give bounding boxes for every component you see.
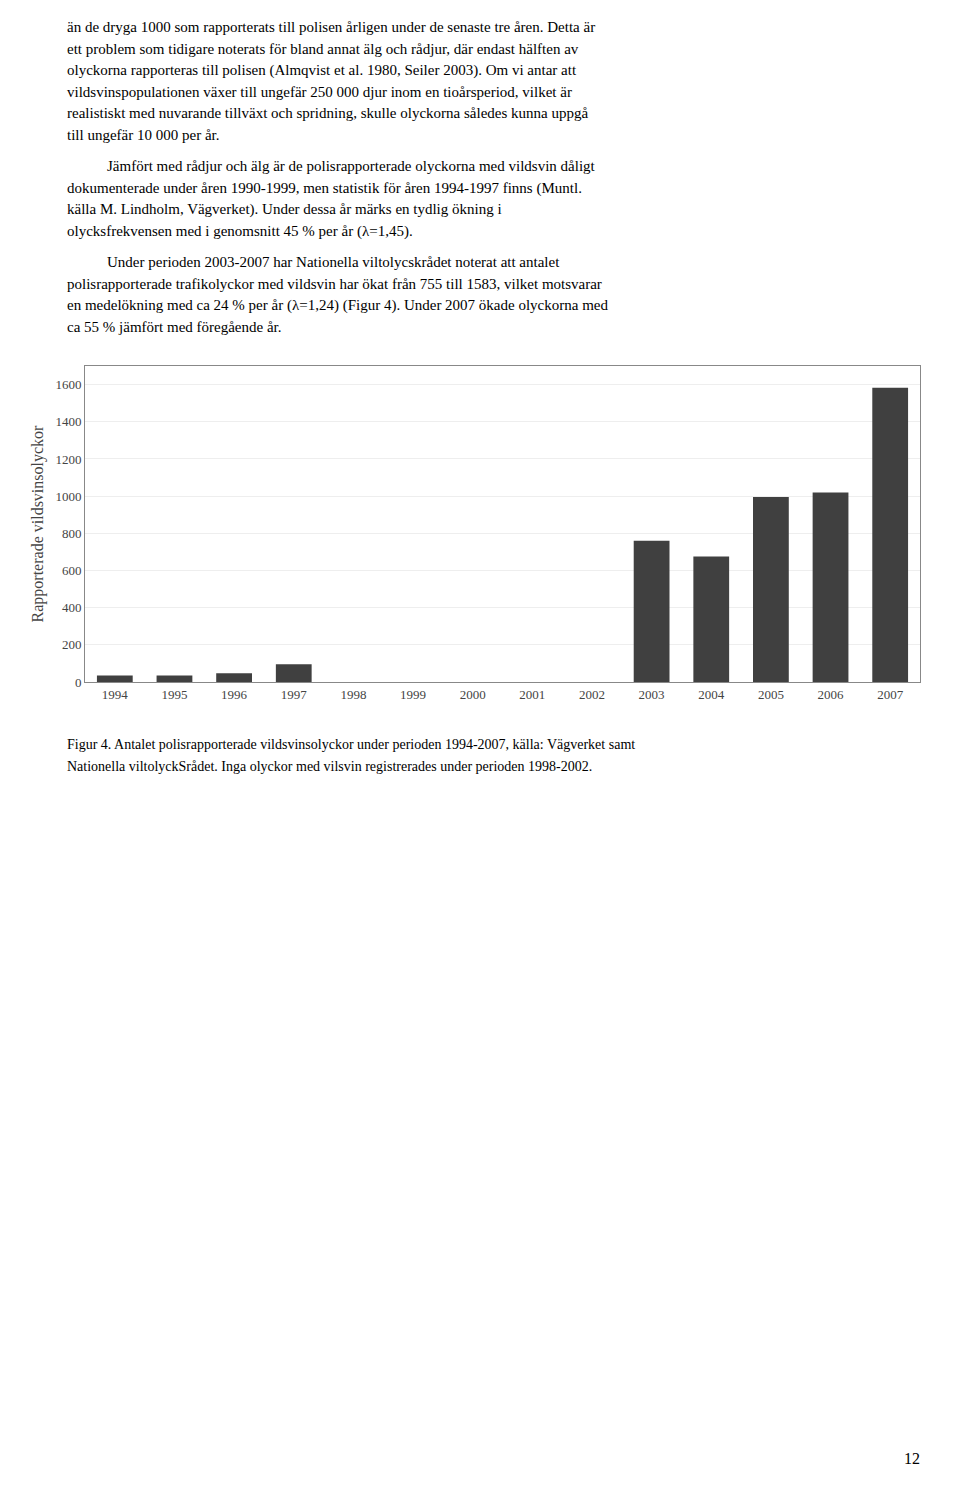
svg-text:800: 800 [62, 526, 82, 541]
svg-text:1000: 1000 [55, 489, 81, 504]
html-text:källa M. Lindholm, Vägverket).: källa M. Lindholm, Vägverket). Under des… [67, 201, 502, 217]
html-text:vildsvinspopulationen växer ti: vildsvinspopulationen växer till ungefär… [67, 83, 572, 100]
svg-text:1998: 1998 [340, 687, 366, 702]
svg-text:1999: 1999 [400, 687, 426, 702]
html-text:Under perioden 2003-2007 har N: Under perioden 2003-2007 har Nationella … [107, 254, 560, 270]
svg-text:600: 600 [62, 563, 82, 578]
svg-text:2002: 2002 [579, 687, 605, 702]
html-text:en medelökning med ca 24 % per: en medelökning med ca 24 % per år (λ=1,2… [67, 297, 608, 313]
svg-text:1200: 1200 [55, 451, 81, 466]
html-text:12: 12 [904, 1450, 920, 1467]
html-text:Figur 4. Antalet polisrapporte: Figur 4. Antalet polisrapporterade vilds… [67, 737, 636, 752]
svg-text:1995: 1995 [161, 687, 187, 702]
svg-text:400: 400 [62, 600, 82, 615]
svg-text:Rapporterade vildsvinsolyckor: Rapporterade vildsvinsolyckor [29, 425, 47, 623]
svg-text:200: 200 [62, 637, 82, 652]
html-text:ca 55 % jämfört med föregående: ca 55 % jämfört med föregående år. [67, 318, 282, 335]
svg-text:2004: 2004 [698, 687, 725, 702]
html-text:Nationella viltolyckSrådet. In: Nationella viltolyckSrådet. Inga olyckor… [67, 758, 593, 774]
svg-text:1997: 1997 [281, 687, 308, 702]
svg-text:2007: 2007 [877, 687, 904, 702]
html-text:Jämfört med rådjur och älg är: Jämfört med rådjur och älg är de polisra… [107, 158, 595, 174]
html-text:än de dryga 1000 som rapporter: än de dryga 1000 som rapporterats till p… [67, 19, 596, 35]
svg-text:0: 0 [75, 675, 82, 690]
svg-text:2000: 2000 [460, 687, 486, 702]
html-text:polisrapporterade trafikolycko: polisrapporterade trafikolyckor med vild… [67, 275, 602, 292]
svg-text:2005: 2005 [758, 687, 784, 702]
svg-text:2001: 2001 [519, 687, 545, 702]
html-text:realistiskt med nuvarande till: realistiskt med nuvarande tillväxt och s… [67, 105, 589, 121]
html-text:dokumenterade under åren 1990-: dokumenterade under åren 1990-1999, men … [67, 179, 582, 196]
html-text:olycksfrekvensen med i genomsn: olycksfrekvensen med i genomsnitt 45 % p… [67, 222, 413, 239]
svg-text:2003: 2003 [639, 687, 665, 702]
svg-text:1400: 1400 [55, 414, 81, 429]
html-text:till ungefär 10 000 per år.: till ungefär 10 000 per år. [67, 126, 220, 143]
svg-text:2006: 2006 [818, 687, 845, 702]
svg-text:1996: 1996 [221, 687, 248, 702]
html-text:ett problem som tidigare noter: ett problem som tidigare noterats för bl… [67, 40, 579, 57]
svg-text:1994: 1994 [102, 687, 129, 702]
svg-text:1600: 1600 [55, 377, 81, 392]
html-text:olyckorna rapporteras till pol: olyckorna rapporteras till polisen (Almq… [67, 62, 577, 78]
